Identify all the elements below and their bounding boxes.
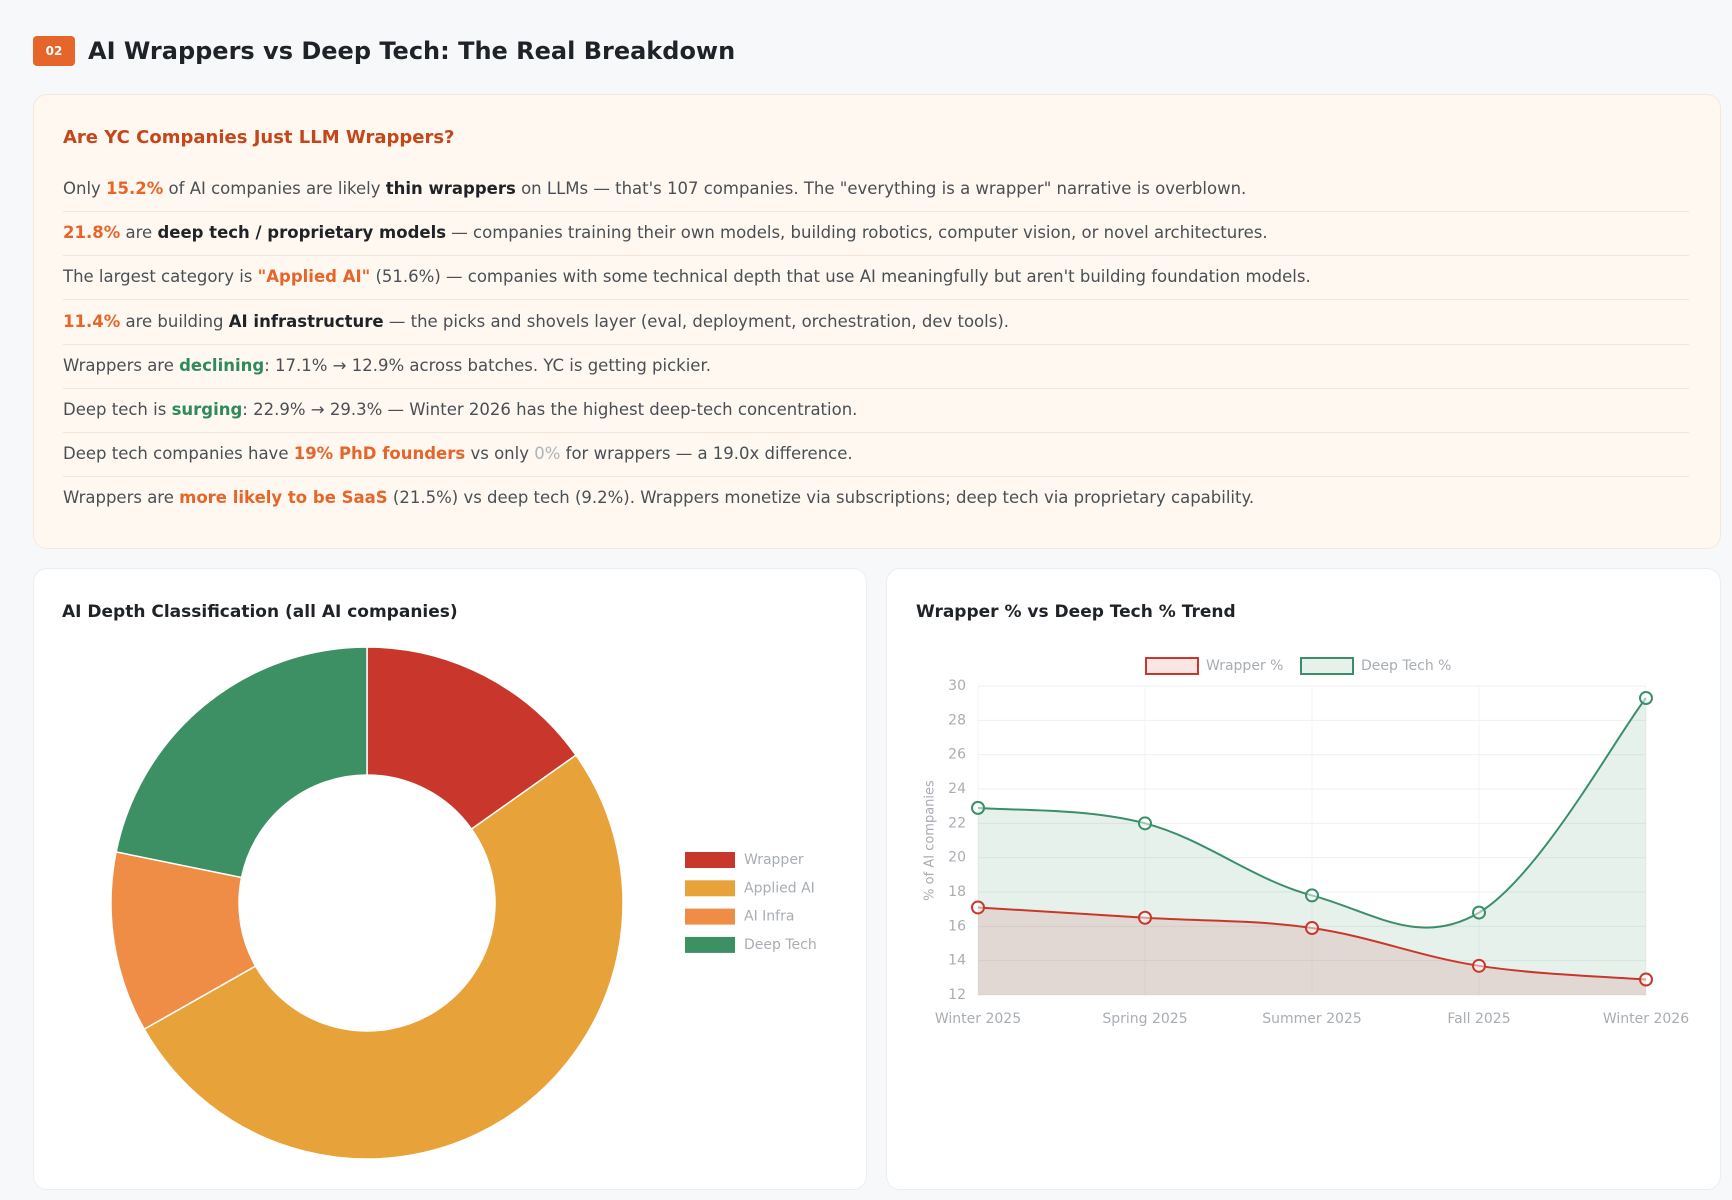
insight-text: thin wrappers	[385, 179, 516, 198]
insight-text: 15.2%	[106, 179, 164, 198]
insight-line: Only 15.2% of AI companies are likely th…	[63, 167, 1689, 212]
legend-label: Applied AI	[744, 880, 815, 896]
insight-text: AI infrastructure	[228, 311, 384, 331]
legend-label: AI Infra	[744, 909, 794, 925]
chart-title: Wrapper % vs Deep Tech % Trend	[916, 602, 1236, 622]
insight-text: 21.8%	[63, 223, 121, 243]
legend-swatch	[685, 880, 735, 897]
insight-text: 0%	[534, 444, 561, 464]
insight-text: 19% PhD founders	[293, 444, 466, 464]
x-tick-label: Fall 2025	[1447, 1011, 1510, 1027]
y-tick-label: 22	[948, 815, 966, 831]
insight-text: : 17.1% → 12.9% across batches. YC is ge…	[264, 355, 711, 375]
x-tick-label: Winter 2025	[935, 1011, 1021, 1027]
legend-swatch	[685, 852, 735, 868]
insights-card: Are YC Companies Just LLM Wrappers? Only…	[33, 94, 1721, 549]
insight-text: (51.6%) — companies with some technical …	[370, 267, 1311, 287]
insight-text: "Applied AI"	[257, 267, 371, 287]
y-tick-label: 14	[948, 953, 966, 969]
doughnut-slice	[143, 754, 624, 1160]
legend-label: Wrapper	[744, 852, 804, 868]
insight-line: 21.8% are deep tech / proprietary models…	[63, 211, 1689, 257]
x-tick-label: Spring 2025	[1102, 1011, 1187, 1027]
y-tick-label: 18	[948, 884, 966, 900]
x-tick-label: Summer 2025	[1262, 1011, 1361, 1027]
insight-line: Wrappers are more likely to be SaaS (21.…	[63, 476, 1689, 520]
y-tick-label: 30	[948, 678, 966, 694]
chart-title: AI Depth Classification (all AI companie…	[62, 602, 458, 622]
insight-text: Only	[63, 179, 107, 198]
y-tick-label: 26	[948, 747, 966, 763]
insight-line: 11.4% are building AI infrastructure — t…	[63, 300, 1689, 345]
insight-text: vs only	[465, 444, 535, 464]
section-badge: 02	[33, 36, 75, 66]
legend-label: Deep Tech	[744, 937, 817, 953]
insight-text: deep tech / proprietary models	[157, 223, 447, 243]
data-point	[1305, 888, 1319, 903]
section-title: AI Wrappers vs Deep Tech: The Real Break…	[88, 37, 736, 65]
insight-line: Deep tech companies have 19% PhD founder…	[63, 432, 1689, 478]
legend-swatch	[1145, 657, 1199, 675]
legend-swatch	[685, 908, 735, 925]
data-point	[1305, 921, 1319, 936]
insight-text: are building	[120, 311, 229, 331]
data-point	[971, 800, 985, 815]
legend-swatch	[1300, 657, 1354, 675]
insight-text: — companies training their own models, b…	[446, 223, 1268, 243]
data-point	[1639, 691, 1653, 706]
series-area	[978, 907, 1646, 995]
data-point	[1472, 905, 1486, 920]
insights-title: Are YC Companies Just LLM Wrappers?	[63, 127, 455, 148]
y-tick-label: 24	[948, 781, 966, 797]
y-tick-label: 28	[948, 712, 966, 728]
insight-text: declining	[179, 355, 265, 375]
insight-text: — the picks and shovels layer (eval, dep…	[383, 311, 1009, 331]
insight-text: surging	[171, 400, 243, 419]
x-tick-label: Winter 2026	[1603, 1011, 1689, 1027]
legend-label: Wrapper %	[1206, 658, 1283, 674]
insight-text: for wrappers — a 19.0x difference.	[560, 444, 853, 464]
doughnut-slice	[366, 646, 578, 831]
insight-text: : 22.9% → 29.3% — Winter 2026 has the hi…	[242, 400, 858, 419]
insight-line: Deep tech is surging: 22.9% → 29.3% — Wi…	[63, 388, 1689, 433]
insight-text: more likely to be SaaS	[179, 488, 388, 508]
legend-swatch	[685, 936, 735, 953]
y-axis-label: % of AI companies	[923, 780, 938, 901]
insight-text: Deep tech companies have	[63, 444, 294, 464]
insight-line: The largest category is "Applied AI" (51…	[63, 255, 1689, 301]
legend-label: Deep Tech %	[1361, 658, 1451, 674]
y-tick-label: 16	[948, 918, 966, 934]
insight-text: on LLMs — that's 107 companies. The "eve…	[515, 179, 1247, 198]
insight-line: Wrappers are declining: 17.1% → 12.9% ac…	[63, 344, 1689, 389]
data-point	[1138, 816, 1152, 831]
insight-text: Wrappers are	[63, 355, 180, 375]
data-point	[1138, 910, 1152, 925]
y-tick-label: 20	[948, 850, 966, 866]
insight-text: 11.4%	[63, 311, 121, 331]
insight-text: are	[120, 223, 158, 243]
data-point	[1472, 958, 1486, 973]
insight-text: The largest category is	[63, 267, 258, 287]
chart-card	[886, 568, 1721, 1190]
insight-text: (21.5%) vs deep tech (9.2%). Wrappers mo…	[387, 488, 1255, 508]
data-point	[1639, 972, 1653, 987]
insight-text: of AI companies are likely	[163, 179, 386, 198]
y-tick-label: 12	[948, 987, 966, 1003]
data-point	[971, 900, 985, 915]
doughnut-slice	[115, 646, 368, 879]
insight-text: Wrappers are	[63, 488, 180, 508]
insight-text: Deep tech is	[63, 400, 172, 419]
